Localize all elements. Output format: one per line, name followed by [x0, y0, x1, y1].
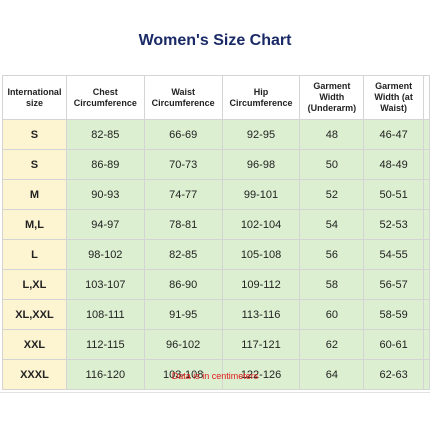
measurement-cell: 109-112 [221, 269, 301, 300]
table-row: L 98-102 82-85 105-108 56 54-55 [2, 239, 430, 270]
measurement-cell: 117-121 [221, 329, 301, 360]
overflow-cell [423, 209, 430, 240]
size-label-cell: S [2, 119, 67, 150]
measurement-cell: 66-69 [143, 119, 223, 150]
header-overflow-column [423, 75, 430, 120]
measurement-cell: 99-101 [221, 179, 301, 210]
measurement-cell: 96-98 [221, 149, 301, 180]
measurement-cell: 103-107 [65, 269, 145, 300]
table-header-row: International size Chest Circumference W… [2, 75, 430, 120]
size-label-cell: XXXL [2, 359, 67, 390]
measurement-cell: 82-85 [65, 119, 145, 150]
size-label-cell: L [2, 239, 67, 270]
overflow-cell [423, 119, 430, 150]
measurement-cell: 94-97 [65, 209, 145, 240]
table-row: S 82-85 66-69 92-95 48 46-47 [2, 119, 430, 150]
size-table: International size Chest Circumference W… [2, 75, 430, 390]
measurement-cell: 91-95 [143, 299, 223, 330]
header-hip: Hip Circumference [221, 75, 301, 120]
measurement-cell: 52-53 [363, 209, 424, 240]
measurement-cell: 113-116 [221, 299, 301, 330]
measurement-cell: 54-55 [363, 239, 424, 270]
measurement-cell: 62 [299, 329, 365, 360]
measurement-cell: 64 [299, 359, 365, 390]
measurement-cell: 112-115 [65, 329, 145, 360]
measurement-cell: 102-104 [221, 209, 301, 240]
measurement-cell: 122-126 [221, 359, 301, 390]
measurement-cell: 48-49 [363, 149, 424, 180]
size-label-cell: XL,XXL [2, 299, 67, 330]
measurement-cell: 60-61 [363, 329, 424, 360]
measurement-cell: 86-90 [143, 269, 223, 300]
header-chest: Chest Circumference [65, 75, 145, 120]
overflow-cell [423, 359, 430, 390]
measurement-cell: 103-108 [143, 359, 223, 390]
measurement-cell: 62-63 [363, 359, 424, 390]
size-label-cell: S [2, 149, 67, 180]
measurement-cell: 54 [299, 209, 365, 240]
measurement-cell: 50 [299, 149, 365, 180]
table-row: L,XL 103-107 86-90 109-112 58 56-57 [2, 269, 430, 300]
header-international-size: International size [2, 75, 67, 120]
measurement-cell: 70-73 [143, 149, 223, 180]
measurement-cell: 108-111 [65, 299, 145, 330]
measurement-cell: 105-108 [221, 239, 301, 270]
measurement-cell: 98-102 [65, 239, 145, 270]
header-waist: Waist Circumference [143, 75, 223, 120]
divider [0, 392, 430, 393]
overflow-cell [423, 239, 430, 270]
table-row: S 86-89 70-73 96-98 50 48-49 [2, 149, 430, 180]
overflow-cell [423, 179, 430, 210]
measurement-cell: 96-102 [143, 329, 223, 360]
measurement-cell: 46-47 [363, 119, 424, 150]
overflow-cell [423, 299, 430, 330]
header-garment-width-waist: Garment Width (at Waist) [363, 75, 424, 120]
size-label-cell: M [2, 179, 67, 210]
table-row: XXL 112-115 96-102 117-121 62 60-61 [2, 329, 430, 360]
table-row: M 90-93 74-77 99-101 52 50-51 [2, 179, 430, 210]
measurement-cell: 92-95 [221, 119, 301, 150]
units-note: Data is in centimeters [171, 371, 259, 381]
measurement-cell: 82-85 [143, 239, 223, 270]
measurement-cell: 56 [299, 239, 365, 270]
overflow-cell [423, 149, 430, 180]
measurement-cell: 58-59 [363, 299, 424, 330]
page-title: Women's Size Chart [138, 32, 292, 49]
measurement-cell: 56-57 [363, 269, 424, 300]
size-label-cell: L,XL [2, 269, 67, 300]
overflow-cell [423, 269, 430, 300]
measurement-cell: 90-93 [65, 179, 145, 210]
overflow-cell [423, 329, 430, 360]
measurement-cell: 48 [299, 119, 365, 150]
measurement-cell: 86-89 [65, 149, 145, 180]
table-row: M,L 94-97 78-81 102-104 54 52-53 [2, 209, 430, 240]
measurement-cell: 78-81 [143, 209, 223, 240]
measurement-cell: 52 [299, 179, 365, 210]
size-label-cell: M,L [2, 209, 67, 240]
measurement-cell: 50-51 [363, 179, 424, 210]
measurement-cell: 58 [299, 269, 365, 300]
header-garment-width-underarm: Garment Width (Underarm) [299, 75, 365, 120]
measurement-cell: 60 [299, 299, 365, 330]
measurement-cell: 116-120 [65, 359, 145, 390]
measurement-cell: 74-77 [143, 179, 223, 210]
size-label-cell: XXL [2, 329, 67, 360]
table-row: XXXL 116-120 103-108 122-126 64 62-63 [2, 359, 430, 390]
table-row: XL,XXL 108-111 91-95 113-116 60 58-59 [2, 299, 430, 330]
